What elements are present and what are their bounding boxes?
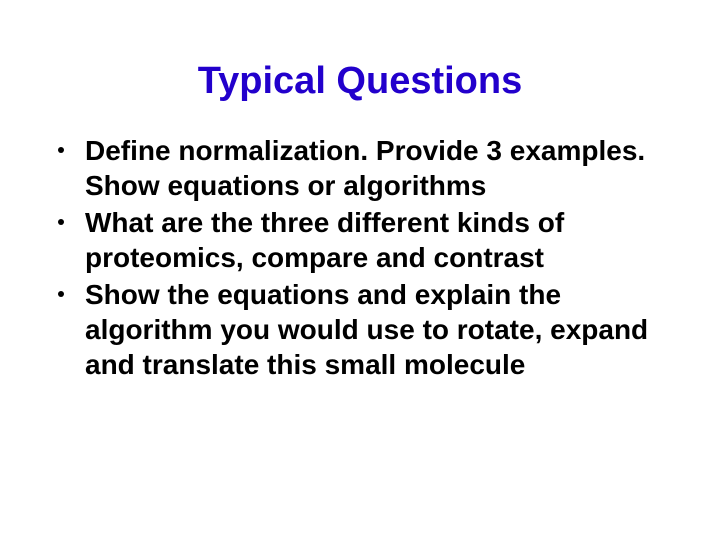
bullet-text: Define normalization. Provide 3 examples… [85,135,645,201]
slide-title: Typical Questions [50,60,670,103]
bullet-list: Define normalization. Provide 3 examples… [50,133,670,382]
bullet-icon [58,147,64,153]
bullet-icon [58,219,64,225]
bullet-text: What are the three different kinds of pr… [85,207,564,273]
list-item: Show the equations and explain the algor… [50,277,670,382]
list-item: What are the three different kinds of pr… [50,205,670,275]
bullet-icon [58,291,64,297]
title-text: Typical Questions [198,60,522,102]
bullet-text: Show the equations and explain the algor… [85,279,648,380]
list-item: Define normalization. Provide 3 examples… [50,133,670,203]
